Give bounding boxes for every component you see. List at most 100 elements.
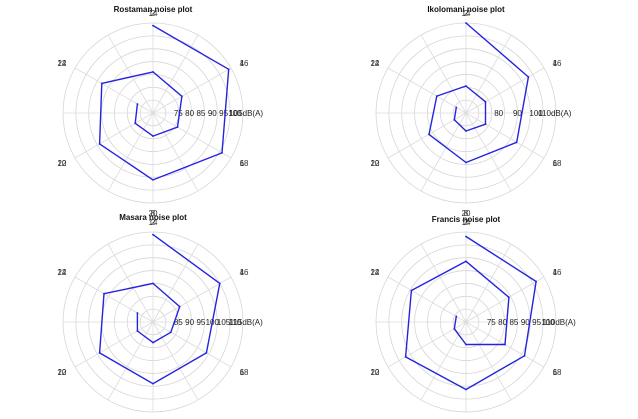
radial-tick-label: 80	[185, 109, 194, 118]
angle-tick-label: 14	[462, 218, 471, 227]
grid-spoke	[74, 276, 154, 323]
radial-tick-label: 95	[219, 109, 228, 118]
angle-tick-label: 14	[462, 9, 471, 18]
angle-tick-label: 22	[370, 368, 379, 377]
grid-spoke	[74, 67, 154, 114]
noise-data-point	[404, 356, 407, 358]
angle-tick-label: 8	[464, 209, 469, 218]
radial-tick-label: 80	[498, 318, 507, 327]
chart-title: Masara noise plot	[119, 213, 187, 222]
angle-tick-label: 8	[151, 209, 156, 218]
angle-tick-label: 6	[553, 368, 558, 377]
grid-spoke	[152, 112, 232, 159]
angle-tick-label: 4	[240, 268, 245, 277]
radial-tick-label: 105	[217, 318, 231, 327]
noise-data-point	[152, 24, 154, 27]
radial-tick-label: 105dB(A)	[229, 109, 263, 118]
noise-data-point	[508, 296, 510, 299]
noise-data-point	[465, 343, 467, 346]
grid-spoke	[465, 112, 545, 159]
radial-tick-label: 75	[174, 109, 183, 118]
noise-data-point	[465, 235, 467, 238]
polar-chart-3: Masara noise plot24681012141618202224859…	[57, 213, 263, 419]
noise-data-point	[465, 161, 467, 164]
noise-data-point	[428, 133, 430, 136]
noise-data-point	[453, 118, 456, 121]
noise-data-point	[410, 289, 413, 292]
angle-tick-label: 16	[240, 268, 249, 277]
noise-data-point	[178, 305, 181, 308]
angle-tick-label: 4	[553, 268, 558, 277]
radial-tick-label: 90	[185, 318, 194, 327]
radial-tick-label: 100	[228, 109, 242, 118]
angle-tick-label: 12	[57, 268, 66, 277]
grid-spoke	[152, 321, 232, 368]
noise-data-point	[152, 233, 154, 236]
grid-spoke	[465, 112, 512, 192]
noise-data-point	[435, 95, 438, 97]
angle-tick-label: 22	[57, 159, 66, 168]
noise-data-point	[152, 382, 154, 385]
noise-data-point	[455, 315, 458, 318]
angle-tick-label: 2	[464, 9, 469, 18]
radial-tick-label: 80	[494, 109, 503, 118]
angle-tick-label: 16	[240, 59, 249, 68]
angle-tick-label: 18	[553, 159, 562, 168]
grid-spoke	[465, 34, 512, 114]
radial-tick-label: 90	[521, 318, 530, 327]
grid-spoke	[74, 112, 154, 159]
angle-tick-label: 12	[57, 59, 66, 68]
radial-tick-label: 115dB(A)	[230, 318, 264, 327]
angle-tick-label: 14	[149, 218, 158, 227]
noise-data-point	[100, 82, 103, 85]
angle-tick-label: 20	[462, 209, 471, 218]
noise-data-point	[136, 330, 139, 332]
angle-tick-label: 16	[553, 268, 562, 277]
noise-data-point	[465, 85, 467, 87]
angle-tick-label: 4	[240, 59, 245, 68]
noise-data-point	[152, 341, 154, 344]
angle-tick-label: 2	[464, 218, 469, 227]
noise-data-point	[205, 352, 208, 354]
grid-spoke	[465, 276, 545, 323]
noise-data-point	[221, 152, 223, 154]
noise-series-line	[404, 235, 537, 391]
noise-data-point	[465, 260, 467, 263]
noise-data-point	[152, 179, 154, 181]
noise-series-line	[98, 24, 230, 181]
noise-data-point	[484, 100, 487, 103]
polar-chart-2: Ikolomani noise plot24681012141618202224…	[370, 5, 571, 218]
grid-spoke	[387, 112, 467, 159]
chart-title: Francis noise plot	[432, 215, 501, 224]
noise-data-point	[227, 68, 230, 71]
radial-tick-label: 100	[529, 109, 543, 118]
grid-spoke	[107, 34, 154, 114]
radial-tick-label: 75	[487, 318, 496, 327]
noise-data-point	[181, 95, 183, 98]
noise-data-point	[134, 122, 137, 125]
grid-spoke	[465, 243, 512, 323]
polar-chart-1: Rostaman noise plot246810121416182022247…	[57, 5, 263, 218]
noise-data-point	[152, 282, 154, 285]
radial-tick-label: 110dB(A)	[543, 318, 577, 327]
noise-data-point	[98, 143, 101, 145]
noise-data-point	[465, 22, 467, 24]
noise-data-point	[152, 135, 154, 138]
angle-tick-label: 22	[57, 368, 66, 377]
angle-tick-label: 24	[370, 59, 379, 68]
radial-tick-label: 100	[541, 318, 555, 327]
noise-data-point	[136, 103, 139, 105]
angle-tick-label: 24	[57, 59, 66, 68]
grid-spoke	[420, 34, 467, 114]
radial-tick-label: 85	[174, 318, 183, 327]
angle-tick-label: 18	[240, 368, 249, 377]
noise-data-point	[136, 312, 139, 314]
noise-data-point	[535, 280, 537, 283]
noise-series-line	[428, 22, 530, 164]
noise-data-point	[465, 130, 467, 132]
chart-title: Ikolomani noise plot	[427, 5, 505, 14]
grid-spoke	[465, 67, 545, 114]
noise-data-point	[465, 388, 467, 391]
grid-spoke	[152, 321, 199, 401]
